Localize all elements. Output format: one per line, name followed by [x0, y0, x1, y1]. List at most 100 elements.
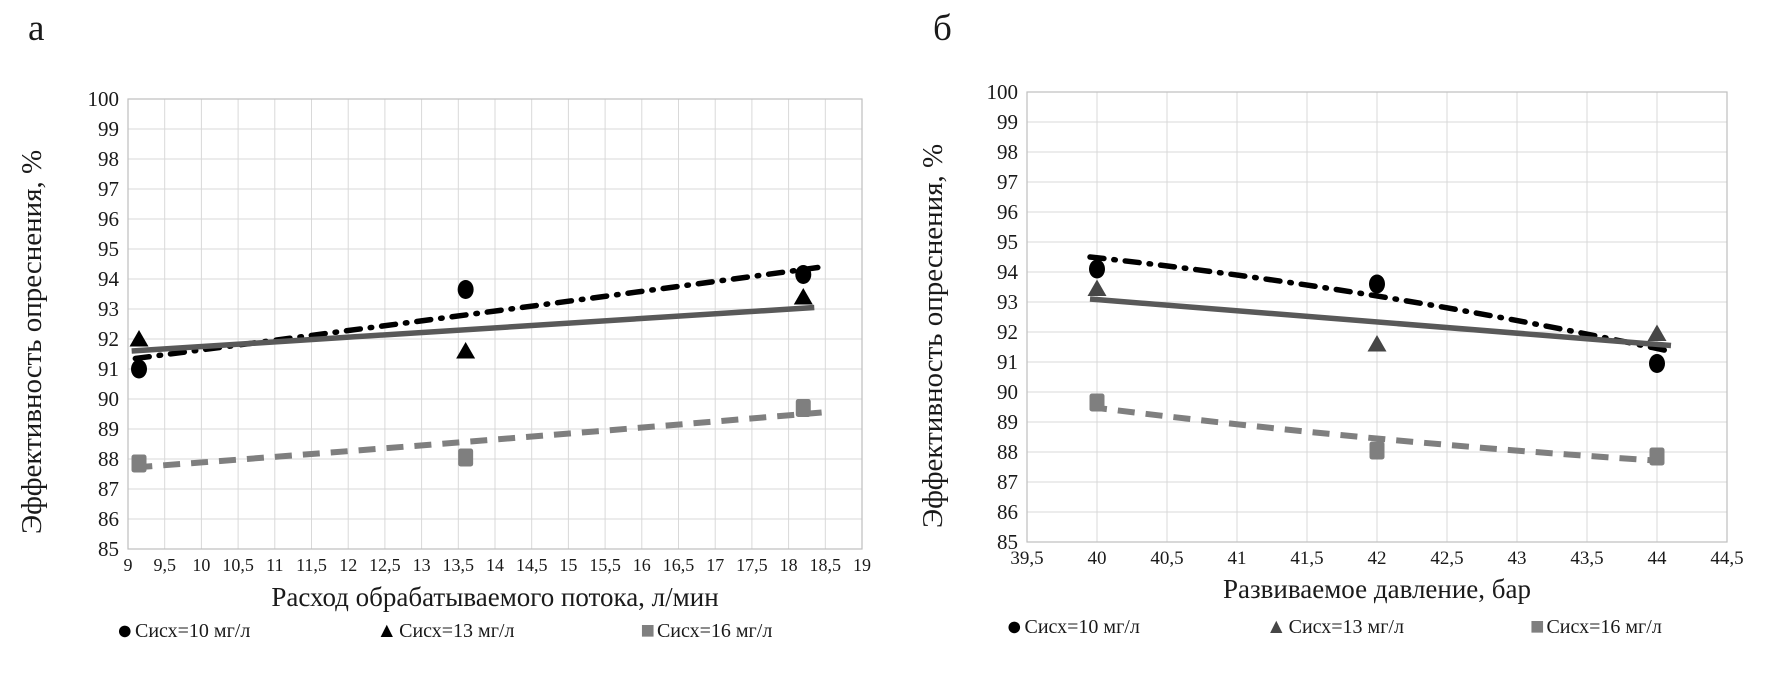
x-tick-label: 18 [780, 555, 798, 575]
circle-marker-icon: ● [116, 615, 133, 645]
trendline-solid [1089, 296, 1672, 349]
y-tick-label: 88 [997, 440, 1018, 464]
data-point-triangle [456, 342, 476, 359]
x-tick-label: 12 [339, 555, 357, 575]
chart-panel-b: б Эффективность опреснения, % 39,5 40 40,5… [889, 0, 1779, 674]
y-tick-label: 94 [98, 267, 120, 291]
y-tick-label: 95 [997, 230, 1018, 254]
x-axis-title: Развиваемое давление, бар [1222, 574, 1532, 604]
y-tick-label: 96 [997, 200, 1018, 224]
triangle-marker-icon: ▲ [376, 618, 398, 642]
x-tick-label: 16 [633, 555, 651, 575]
y-tick-label: 90 [98, 387, 119, 411]
legend-label: Сисх=10 мг/л [1024, 616, 1140, 638]
x-tick-label: 13 [413, 555, 431, 575]
legend-item: ● Сисх=10 мг/л [1006, 611, 1140, 641]
x-tick-label: 40,5 [1150, 548, 1183, 569]
legend-label: Сисх=13 мг/л [399, 620, 515, 642]
x-tick-label: 9 [124, 555, 133, 575]
trendline-dash-dot [1087, 254, 1674, 355]
legend-label: Сисх=16 мг/л [656, 620, 773, 642]
x-tick-label: 13,5 [443, 555, 475, 575]
x-tick-label: 14,5 [516, 555, 548, 575]
x-tick-label: 11,5 [296, 555, 327, 575]
x-tick-label: 17 [706, 555, 724, 575]
panel-label-a: а [28, 8, 45, 49]
data-point-triangle [1087, 279, 1107, 296]
x-tick-label: 43 [1508, 548, 1527, 569]
x-axis-title: Расход обрабатываемого потока, л/мин [271, 582, 719, 612]
x-tick-label: 43,5 [1570, 548, 1603, 569]
y-tick-label: 100 [88, 87, 120, 111]
trendline-solid [131, 304, 815, 354]
data-point-triangle [793, 288, 813, 305]
x-tick-label: 14 [486, 555, 504, 575]
chart-canvas-a: 9 9,5 10 10,5 11 11,5 12 12,5 13 13,5 14 14,5 15 15,5… [88, 87, 872, 575]
y-tick-label: 99 [98, 117, 119, 141]
x-tick-label: 42,5 [1430, 548, 1463, 569]
x-tick-label: 15 [559, 555, 577, 575]
y-tick-label: 92 [98, 327, 119, 351]
x-tick-label: 18,5 [810, 555, 842, 575]
circle-marker-icon: ● [1006, 611, 1023, 641]
y-tick-label: 96 [98, 207, 119, 231]
legend: ● Сисх=10 мг/л ▲ Сисх=13 мг/л ■ Сисх=16 мг/л [889, 611, 1779, 641]
x-tick-label: 41 [1228, 548, 1247, 569]
y-tick-label: 97 [997, 170, 1018, 194]
data-point-square [1369, 441, 1385, 460]
triangle-marker-icon: ▲ [1265, 614, 1287, 638]
data-point-triangle [1367, 335, 1387, 352]
legend-label: Сисх=10 мг/л [134, 620, 251, 642]
y-tick-label: 89 [98, 417, 119, 441]
legend-item: ■ Сисх=16 мг/л [1529, 613, 1662, 640]
trendline-dashed [1089, 404, 1665, 464]
y-tick-label: 89 [997, 410, 1018, 434]
data-point-circle [131, 359, 148, 379]
chart-canvas-b: 39,5 40 40,5 41 41,5 42 42,5 43 43,5 44 44,5 85 86 87… [987, 80, 1744, 569]
y-tick-label: 86 [98, 507, 119, 531]
legend-label: Сисх=16 мг/л [1546, 616, 1662, 638]
data-point-triangle [129, 330, 149, 347]
data-point-square [1089, 393, 1105, 412]
data-point-square [1649, 447, 1665, 466]
x-tick-label: 40 [1088, 548, 1107, 569]
x-tick-label: 41,5 [1290, 548, 1323, 569]
plot-border [1026, 91, 1728, 543]
x-tick-label: 42 [1368, 548, 1387, 569]
y-tick-label: 85 [98, 537, 119, 561]
y-tick-label: 87 [98, 477, 119, 501]
y-tick-label: 87 [997, 470, 1018, 494]
legend-item: ▲ Сисх=13 мг/л [376, 620, 514, 643]
legend-label: Сисх=13 мг/л [1288, 616, 1404, 638]
y-tick-label: 98 [98, 147, 119, 171]
x-tick-label: 19 [853, 555, 871, 575]
y-tick-label: 94 [997, 260, 1019, 284]
y-tick-label: 91 [997, 350, 1018, 374]
data-point-circle [1649, 354, 1665, 373]
y-tick-label: 99 [997, 110, 1018, 134]
y-tick-label: 95 [98, 237, 119, 261]
y-tick-label: 90 [997, 380, 1018, 404]
x-tick-label: 12,5 [369, 555, 401, 575]
y-tick-label: 92 [997, 320, 1018, 344]
x-tick-label: 39,5 [1010, 548, 1043, 569]
x-tick-label: 44,5 [1710, 548, 1743, 569]
x-tick-label: 9,5 [153, 555, 176, 575]
chart-panel-a: а Эффективность опреснения, % 9 9,5 10 10,5… [0, 0, 889, 674]
trendline-dashed [135, 409, 822, 471]
data-point-circle [1089, 259, 1105, 279]
y-tick-label: 91 [98, 357, 119, 381]
data-point-square [131, 454, 147, 473]
y-tick-label: 93 [997, 290, 1018, 314]
square-marker-icon: ■ [1529, 613, 1545, 640]
data-point-circle [795, 265, 812, 284]
legend: ● Сисх=10 мг/л ▲ Сисх=13 мг/л ■ Сисх=16 мг/л [0, 615, 889, 645]
data-point-circle [457, 280, 474, 299]
data-point-square [795, 399, 811, 417]
y-tick-label: 88 [98, 447, 119, 471]
legend-item: ● Сисх=10 мг/л [116, 615, 251, 645]
x-tick-label: 11 [266, 555, 283, 575]
data-point-circle [1369, 274, 1385, 294]
y-tick-label: 86 [997, 500, 1018, 524]
